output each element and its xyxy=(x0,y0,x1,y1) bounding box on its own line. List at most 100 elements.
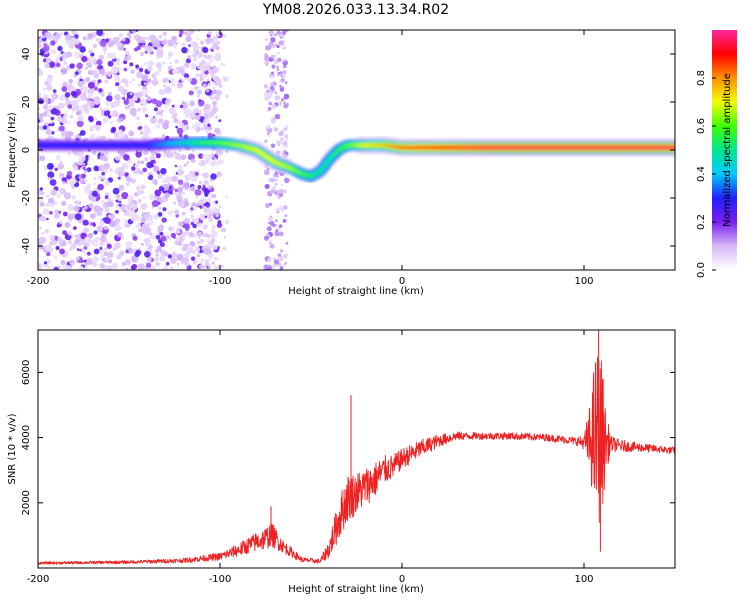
noise-speckle xyxy=(147,60,154,67)
noise-speckle xyxy=(132,78,135,82)
noise-speckle xyxy=(128,159,133,164)
noise-speckle xyxy=(55,245,60,251)
noise-speckle xyxy=(93,86,99,91)
noise-speckle xyxy=(87,93,94,99)
noise-speckle xyxy=(197,94,201,98)
noise-speckle xyxy=(104,217,112,224)
noise-speckle xyxy=(161,217,167,223)
noise-speckle xyxy=(75,234,79,238)
noise-speckle xyxy=(137,108,141,112)
noise-speckle xyxy=(96,82,100,86)
noise-speckle xyxy=(112,187,120,195)
snr-series-line xyxy=(38,356,675,565)
noise-speckle xyxy=(86,184,92,189)
noise-speckle xyxy=(218,119,222,123)
snr-frame xyxy=(37,329,676,569)
noise-speckle xyxy=(216,89,222,96)
noise-speckle xyxy=(38,125,42,130)
noise-speckle xyxy=(93,182,96,186)
noise-speckle xyxy=(46,251,51,257)
noise-speckle xyxy=(124,79,129,84)
noise-speckle xyxy=(56,116,64,123)
noise-speckle xyxy=(212,86,216,90)
noise-speckle xyxy=(148,219,154,225)
noise-speckle xyxy=(203,125,209,130)
noise-speckle xyxy=(191,117,195,120)
noise-speckle xyxy=(200,258,204,262)
noise-speckle xyxy=(170,192,173,195)
noise-speckle xyxy=(159,224,165,230)
noise-speckle xyxy=(280,142,283,145)
noise-speckle xyxy=(62,68,68,75)
noise-speckle xyxy=(101,176,106,181)
noise-speckle xyxy=(285,253,289,257)
noise-speckle xyxy=(83,259,87,263)
chart-title: YM08.2026.033.13.34.R02 xyxy=(262,2,449,18)
noise-speckle xyxy=(178,165,182,170)
noise-speckle xyxy=(96,210,103,217)
noise-speckle xyxy=(74,51,81,58)
noise-speckle xyxy=(69,63,75,69)
noise-speckle xyxy=(42,125,48,130)
noise-speckle xyxy=(264,38,268,42)
noise-speckle xyxy=(102,203,107,209)
noise-speckle xyxy=(145,227,152,234)
noise-speckle xyxy=(275,192,278,195)
noise-speckle xyxy=(130,178,136,184)
noise-speckle xyxy=(110,112,113,115)
noise-speckle xyxy=(156,170,161,175)
noise-speckle xyxy=(278,224,283,228)
noise-speckle xyxy=(66,170,73,176)
noise-speckle xyxy=(282,140,288,146)
noise-speckle xyxy=(213,256,218,261)
noise-speckle xyxy=(196,253,201,258)
noise-speckle xyxy=(143,82,147,86)
noise-speckle xyxy=(93,248,100,255)
spectrogram-y-tick-label: 40 xyxy=(21,48,32,61)
noise-speckle xyxy=(59,160,63,164)
noise-speckle xyxy=(71,106,77,112)
noise-speckle xyxy=(212,89,217,94)
noise-speckle xyxy=(122,165,125,169)
noise-speckle xyxy=(111,199,114,203)
noise-speckle xyxy=(212,134,216,137)
noise-speckle xyxy=(126,182,130,186)
noise-speckle xyxy=(50,189,58,196)
noise-speckle xyxy=(281,74,286,79)
noise-speckle xyxy=(173,201,177,205)
noise-speckle xyxy=(281,86,285,89)
noise-speckle xyxy=(190,210,194,214)
noise-speckle xyxy=(281,79,285,83)
noise-speckle xyxy=(167,51,173,57)
noise-speckle xyxy=(74,213,82,221)
noise-speckle xyxy=(85,243,90,248)
noise-speckle xyxy=(85,77,91,83)
noise-speckle xyxy=(216,222,223,228)
noise-speckle xyxy=(38,92,42,97)
noise-speckle xyxy=(153,166,160,173)
noise-speckle xyxy=(176,194,183,202)
noise-speckle xyxy=(279,103,282,107)
noise-speckle xyxy=(171,104,175,108)
noise-speckle xyxy=(210,173,217,180)
noise-speckle xyxy=(59,221,63,225)
noise-speckle xyxy=(82,36,87,40)
noise-speckle xyxy=(39,187,43,191)
noise-speckle xyxy=(97,183,104,191)
noise-speckle xyxy=(87,232,94,239)
noise-speckle xyxy=(129,62,134,67)
noise-speckle xyxy=(215,213,220,218)
noise-speckle xyxy=(183,73,190,79)
noise-speckle xyxy=(63,121,67,125)
noise-speckle xyxy=(77,115,84,122)
noise-speckle xyxy=(163,266,169,270)
noise-speckle xyxy=(200,199,204,203)
spectrogram-x-tick-label: 100 xyxy=(574,276,593,287)
noise-speckle xyxy=(71,195,76,200)
noise-speckle xyxy=(54,109,61,116)
noise-speckle xyxy=(64,221,71,228)
noise-speckle xyxy=(283,43,286,47)
noise-speckle xyxy=(46,162,54,170)
noise-speckle xyxy=(99,246,103,250)
noise-speckle xyxy=(45,203,49,207)
